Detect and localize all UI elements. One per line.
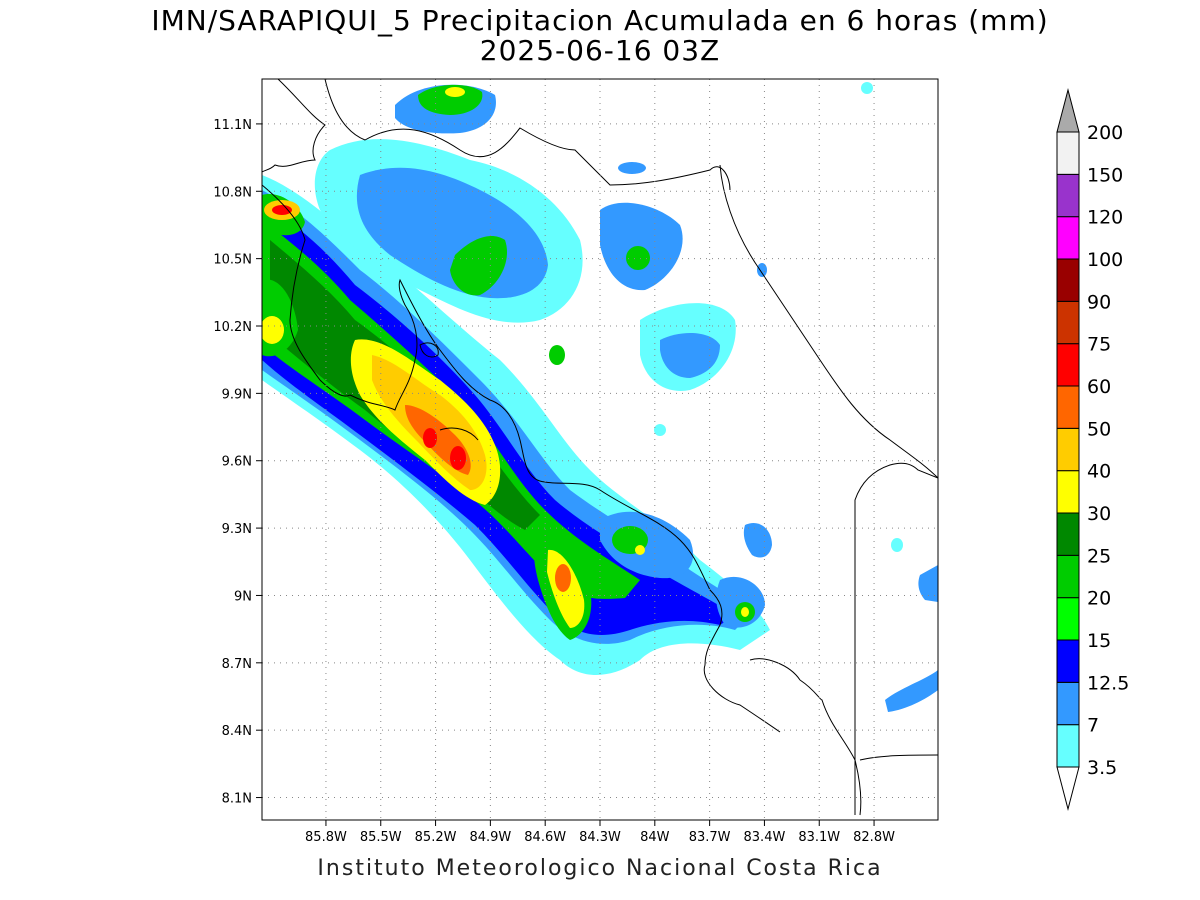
colorbar-label: 75 [1087,334,1111,356]
lon-tick-label: 82.8W [853,830,895,845]
lat-tick-label: 8.1N [222,792,252,807]
colorbar-swatch [1056,258,1080,302]
caribbean-coast [719,164,938,479]
colorbar-label: 3.5 [1087,757,1117,779]
colorbar-swatch [1056,724,1080,768]
lat-tick-label: 10.2N [213,320,252,335]
nicoya-interior [419,342,439,358]
colorbar-swatch [1056,131,1080,175]
lon-tick-label: 84.9W [469,830,511,845]
precip-west-cell-max [272,205,292,215]
north-border [324,79,731,191]
map-valid-time: 2025-06-16 03Z [479,34,721,67]
colorbar-swatch [1056,173,1080,218]
precip-east-1-core [626,246,650,270]
lon-tick-label: 83.4W [744,830,786,845]
precip-dot-4 [861,82,873,94]
precip-dot-6 [654,424,666,436]
colorbar-swatch [1056,639,1080,683]
colorbar-lower-arrow [1056,766,1080,811]
lon-tick-label: 84.3W [579,830,621,845]
colorbar-label: 120 [1087,207,1123,229]
precip-east-5 [743,522,772,558]
colorbar-label: 15 [1087,630,1111,652]
colorbar-swatch [1056,512,1080,556]
lon-tick-label: 85.8W [305,830,347,845]
panama-border [854,462,938,815]
colorbar-label: 7 [1087,715,1099,737]
precip-far-east-1 [918,565,938,602]
lon-tick-label: 84W [640,830,670,845]
colorbar-swatch [1056,470,1080,514]
precip-north-scatter-green [450,235,508,296]
precip-north-top-core [445,87,465,97]
map-title: IMN/SARAPIQUI_5 Precipitacion Acumulada … [151,4,1049,37]
lon-tick-label: 83.1W [798,830,840,845]
colorbar-label: 25 [1087,545,1111,567]
lat-tick-label: 8.7N [222,657,252,672]
lat-tick-label: 9N [234,589,252,604]
colorbar-label: 30 [1087,503,1111,525]
colorbar-swatch [1056,343,1080,387]
precip-south-cell-core [555,564,571,592]
pacific-coast-north [262,184,351,397]
colorbar-swatch [1056,681,1080,726]
lon-tick-label: 83.7W [689,830,731,845]
precip-core-max-2 [450,446,466,470]
lat-tick-label: 9.9N [222,387,252,402]
colorbar-label: 50 [1087,418,1111,440]
colorbar-swatch [1056,554,1080,599]
precip-east-2-mid [660,333,720,378]
precip-west-cell-2-core [262,316,284,344]
precip-far-east-2 [885,670,938,712]
precipitation-field [262,82,938,712]
precip-band-blue [262,205,735,635]
lat-tick-label: 9.3N [222,522,252,537]
colorbar-swatch [1056,385,1080,429]
lat-tick-label: 10.5N [213,253,252,268]
colorbar-swatch [1056,300,1080,345]
lat-tick-label: 8.4N [222,724,252,739]
colorbar-swatch [1056,216,1080,260]
osa-peninsula [749,658,862,816]
lat-tick-label: 9.6N [222,455,252,470]
nicaragua-border [262,79,326,173]
colorbar-label: 12.5 [1087,672,1129,694]
colorbar-label: 20 [1087,588,1111,610]
precip-east-3-max [635,545,645,555]
precip-east-4-max [741,607,749,617]
latitude-axis: 11.1N 10.8N 10.5N 10.2N 9.9N 9.6N 9.3N 9N 8.7N 8.… [213,118,262,807]
credit-text: Instituto Meteorologico Nacional Costa R… [317,856,883,881]
colorbar-swatch [1056,427,1080,472]
colorbar-label: 60 [1087,376,1111,398]
precip-north-top-green [418,84,483,115]
precip-dot-3 [757,263,767,277]
precip-dot-1 [618,162,646,174]
lon-tick-label: 84.6W [524,830,566,845]
lat-tick-label: 10.8N [213,185,252,200]
colorbar-label: 40 [1087,461,1111,483]
colorbar: 3.5 7 12.5 15 20 25 30 40 50 60 75 90 100 120 150 200 [1056,88,1129,811]
precip-east-1 [600,202,683,291]
panama-coast [859,754,938,761]
lat-tick-label: 11.1N [213,118,252,133]
nicoya-gulf [349,278,781,733]
longitude-axis: 85.8W 85.5W 85.2W 84.9W 84.6W 84.3W 84W 83.7W 83… [305,820,895,845]
colorbar-label: 150 [1087,164,1123,186]
colorbar-label: 100 [1087,249,1123,271]
lon-tick-label: 85.2W [415,830,457,845]
colorbar-label: 200 [1087,122,1123,144]
colorbar-swatch [1056,597,1080,641]
colorbar-label: 90 [1087,291,1111,313]
precip-core-max [423,428,437,448]
lon-tick-label: 85.5W [360,830,402,845]
colorbar-upper-arrow [1056,88,1080,133]
nicoya-bay [439,427,479,441]
precip-dot-2 [549,345,565,365]
coastlines [262,79,938,816]
precip-dot-5 [891,538,903,552]
